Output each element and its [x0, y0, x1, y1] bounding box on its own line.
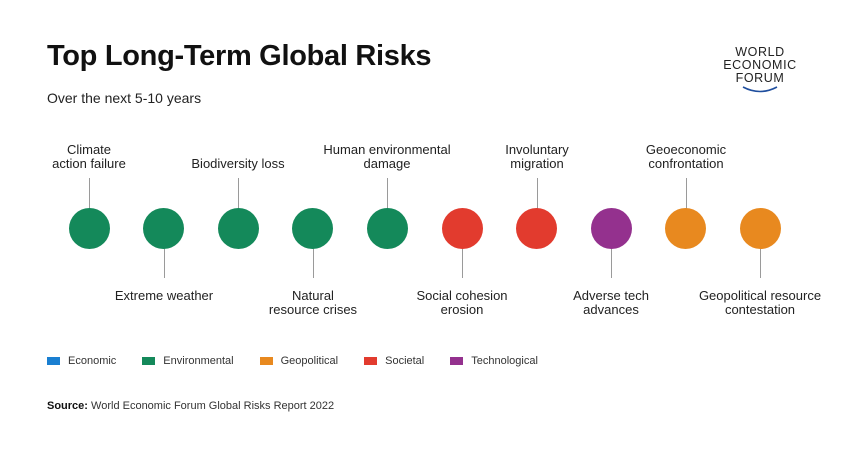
risk-dot-environmental: [69, 208, 110, 249]
risk-dot-environmental: [218, 208, 259, 249]
legend-label: Societal: [385, 355, 425, 367]
source-note: Source: World Economic Forum Global Risk…: [47, 400, 334, 412]
risk-connector: [387, 178, 388, 228]
risk-label: Climate action failure: [4, 143, 174, 171]
risk-label-line-2: confrontation: [648, 156, 724, 171]
legend-swatch-technological: [450, 357, 464, 365]
risk-label: Biodiversity loss: [153, 157, 323, 171]
risk-label: Involuntary migration: [452, 143, 622, 171]
risk-label-line-2: contestation: [724, 302, 796, 317]
risk-label-line-1: Natural: [292, 288, 334, 303]
legend-label: Geopolitical: [280, 355, 339, 367]
risk-connector: [760, 228, 761, 278]
risk-label: Human environmental damage: [302, 143, 472, 171]
legend: Economic Environmental Geopolitical Soci…: [47, 354, 564, 368]
risk-label: Social cohesion erosion: [377, 289, 547, 317]
risk-connector: [537, 178, 538, 228]
risk-label-line-1: Extreme weather: [114, 288, 214, 303]
risk-label-line-2: erosion: [440, 302, 484, 317]
legend-item-technological: Technological: [450, 355, 538, 367]
risk-dot-environmental: [292, 208, 333, 249]
risk-connector: [89, 178, 90, 228]
risk-dot-technological: [591, 208, 632, 249]
risk-label-line-2: action failure: [52, 156, 126, 171]
risk-label-line-1: Geoeconomic: [645, 142, 727, 157]
legend-item-economic: Economic: [47, 355, 116, 367]
risk-label-line-1: Biodiversity loss: [191, 156, 285, 171]
risk-label: Geopolitical resource contestation: [675, 289, 845, 317]
legend-swatch-societal: [364, 357, 378, 365]
risk-label-line-1: Human environmental: [323, 142, 451, 157]
risk-label-line-2: advances: [583, 302, 639, 317]
logo-line-3: FORUM: [735, 71, 785, 85]
page-title: Top Long-Term Global Risks: [47, 40, 432, 72]
risk-connector: [686, 178, 687, 228]
legend-item-societal: Societal: [364, 355, 424, 367]
risk-label-line-2: damage: [363, 156, 411, 171]
risk-dot-environmental: [143, 208, 184, 249]
risk-label-line-1: Social cohesion: [416, 288, 508, 303]
legend-swatch-economic: [47, 357, 60, 365]
risk-dot-geopolitical: [740, 208, 781, 249]
source-label: Source:: [47, 400, 88, 412]
risk-label-line-2: resource crises: [268, 302, 358, 317]
risk-label: Extreme weather: [79, 289, 249, 303]
logo-line-2: ECONOMIC: [723, 58, 797, 72]
risk-label-line-1: Involuntary: [505, 142, 569, 157]
risk-label: Geoeconomic confrontation: [601, 143, 771, 171]
risk-label-line-1: Geopolitical resource: [698, 288, 822, 303]
legend-label: Technological: [471, 355, 538, 367]
logo-arc-icon: [742, 86, 778, 93]
risk-label-line-1: Climate: [66, 142, 112, 157]
page-subtitle: Over the next 5-10 years: [47, 90, 202, 106]
legend-swatch-environmental: [142, 357, 156, 365]
risk-dot-societal: [516, 208, 557, 249]
risk-connector: [462, 228, 463, 278]
risk-label-line-2: migration: [510, 156, 564, 171]
wef-logo: WORLD ECONOMIC FORUM: [714, 46, 806, 94]
source-text: World Economic Forum Global Risks Report…: [91, 400, 335, 412]
legend-swatch-geopolitical: [259, 357, 273, 365]
legend-item-geopolitical: Geopolitical: [259, 355, 339, 367]
legend-item-environmental: Environmental: [142, 355, 234, 367]
risk-connector: [238, 178, 239, 228]
risk-label: Adverse tech advances: [526, 289, 696, 317]
risk-connector: [164, 228, 165, 278]
legend-label: Environmental: [163, 355, 234, 367]
logo-line-1: WORLD: [735, 45, 785, 59]
risk-dot-societal: [442, 208, 483, 249]
risk-connector: [611, 228, 612, 278]
legend-label: Economic: [68, 355, 117, 367]
risk-dot-environmental: [367, 208, 408, 249]
risk-label-line-1: Adverse tech: [573, 288, 649, 303]
risk-label: Natural resource crises: [228, 289, 398, 317]
risk-connector: [313, 228, 314, 278]
risk-dot-geopolitical: [665, 208, 706, 249]
